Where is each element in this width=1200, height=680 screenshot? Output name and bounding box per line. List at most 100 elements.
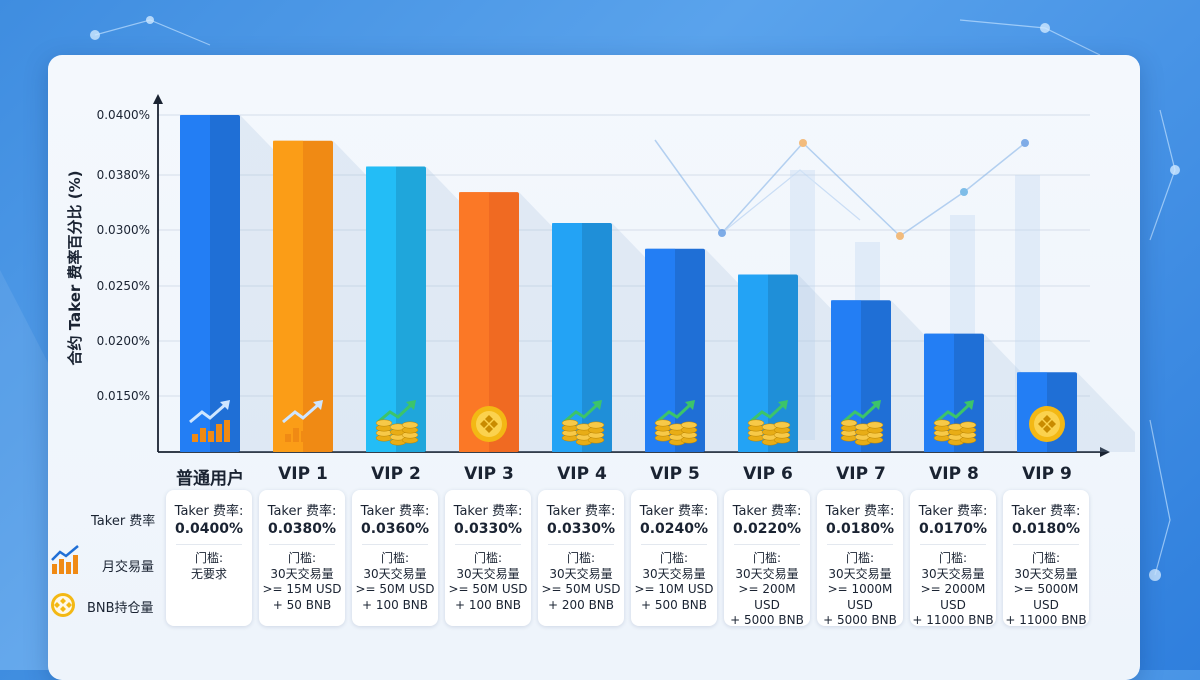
chart-coins-icon [840,400,884,446]
chart-up-icon [51,545,79,574]
bar-shadow [1077,372,1135,452]
tier-card: Taker 费率: 0.0180% 门槛: 30天交易量 >= 1000M USD + 5… [817,490,903,627]
threshold-line: >= 200M USD [738,582,796,612]
category-label: VIP 7 [836,464,886,484]
tier-card: Taker 费率: 0.0220% 门槛: 30天交易量 >= 200M USD + 50… [724,490,810,627]
rate-value: 0.0180% [825,521,895,537]
threshold-line: >= 50M USD [448,582,528,596]
card-divider [362,544,428,545]
y-tick-label: 0.0400% [97,108,150,122]
category-label: VIP 4 [557,464,607,484]
tier-card: Taker 费率: 0.0330% 门槛: 30天交易量 >= 50M USD + 200… [538,490,624,626]
card-divider [734,544,800,545]
category-label: VIP 5 [650,464,700,484]
threshold-line: 30天交易量 [549,566,613,581]
y-tick-label: 0.0300% [97,223,150,237]
bnb-coin-icon [51,593,75,617]
category-label: VIP 9 [1022,464,1072,484]
threshold-label: 门槛: [287,551,317,565]
card-divider [920,544,986,545]
threshold-label: 门槛: [380,551,410,565]
rate-label: Taker 费率: [732,504,802,519]
tier-card: Taker 费率: 0.0170% 门槛: 30天交易量 >= 2000M USD + 1… [910,490,996,627]
rate-label: Taker 费率: [918,504,988,519]
threshold-line: >= 50M USD [541,582,621,596]
card-divider [269,544,335,545]
threshold-line: 30天交易量 [828,566,892,581]
bar-highlight [366,166,396,453]
card-divider [176,544,242,545]
tier-card: Taker 费率: 0.0380% 门槛: 30天交易量 >= 15M USD + 50 … [259,490,345,626]
category-label: VIP 6 [743,464,793,484]
category-label: VIP 2 [371,464,421,484]
threshold-line: + 11000 BNB [912,613,994,627]
rate-label: Taker 费率: [174,504,244,519]
rate-value: 0.0180% [1011,521,1081,537]
threshold-line: + 100 BNB [454,597,522,612]
rate-value: 0.0380% [267,521,337,537]
threshold-label: 门槛: [194,551,224,565]
rate-label: Taker 费率: [639,504,709,519]
rate-label: Taker 费率: [825,504,895,519]
y-axis-label: 合约 Taker 费率百分比 (%) [66,171,84,367]
threshold-label: 门槛: [752,551,782,565]
card-divider [548,544,614,545]
chart-coins-icon [654,400,698,446]
threshold-line: + 500 BNB [640,597,708,612]
y-tick-label: 0.0150% [97,389,150,403]
tier-card: Taker 费率: 0.0330% 门槛: 30天交易量 >= 50M USD + 100… [445,490,531,626]
tier-card: Taker 费率: 0.0180% 门槛: 30天交易量 >= 5000M USD + 1… [1003,490,1089,627]
threshold-line: 30天交易量 [735,566,799,581]
chart-up-icon [189,400,230,442]
category-label: VIP 8 [929,464,979,484]
bnb-coin-icon [471,406,507,442]
threshold-line: >= 15M USD [262,582,342,596]
rate-value: 0.0360% [360,521,430,537]
card-divider [641,544,707,545]
threshold-line: + 5000 BNB [730,613,804,627]
card-divider [827,544,893,545]
rate-label: Taker 费率: [267,504,337,519]
row-label-taker-rate: Taker 费率 [91,514,156,529]
rate-label: Taker 费率: [1011,504,1081,519]
threshold-line: 无要求 [190,566,227,581]
rate-label: Taker 费率: [546,504,616,519]
chart-up-icon [282,400,323,442]
threshold-line: + 200 BNB [547,597,615,612]
rate-value: 0.0400% [174,521,244,537]
y-tick-label: 0.0250% [97,279,150,293]
threshold-line: + 5000 BNB [823,613,897,627]
threshold-label: 门槛: [1031,551,1061,565]
threshold-line: >= 10M USD [634,582,714,596]
card-divider [1013,544,1079,545]
rate-value: 0.0330% [453,521,523,537]
threshold-line: 30天交易量 [921,566,985,581]
card-divider [455,544,521,545]
chart-coins-icon [375,400,419,446]
rate-label: Taker 费率: [360,504,430,519]
threshold-line: + 100 BNB [361,597,429,612]
threshold-label: 门槛: [566,551,596,565]
chart-coins-icon [747,400,791,446]
bar-highlight [180,115,210,452]
threshold-line: >= 2000M USD [920,582,986,612]
threshold-line: 30天交易量 [642,566,706,581]
threshold-line: 30天交易量 [456,566,520,581]
rate-value: 0.0240% [639,521,709,537]
threshold-label: 门槛: [659,551,689,565]
threshold-label: 门槛: [938,551,968,565]
rate-value: 0.0330% [546,521,616,537]
threshold-line: + 11000 BNB [1005,613,1087,627]
threshold-line: >= 50M USD [355,582,435,596]
row-label-monthly-volume: 月交易量 [102,560,155,575]
bnb-coin-icon [1029,406,1065,442]
chart-coins-icon [561,400,605,446]
threshold-line: >= 1000M USD [827,582,893,612]
threshold-label: 门槛: [845,551,875,565]
chart-coins-icon [933,400,977,446]
tier-card: Taker 费率: 0.0400% 门槛: 无要求 [166,490,252,626]
category-label: 普通用户 [176,469,244,489]
category-label: VIP 1 [278,464,328,484]
category-label: VIP 3 [464,464,514,484]
